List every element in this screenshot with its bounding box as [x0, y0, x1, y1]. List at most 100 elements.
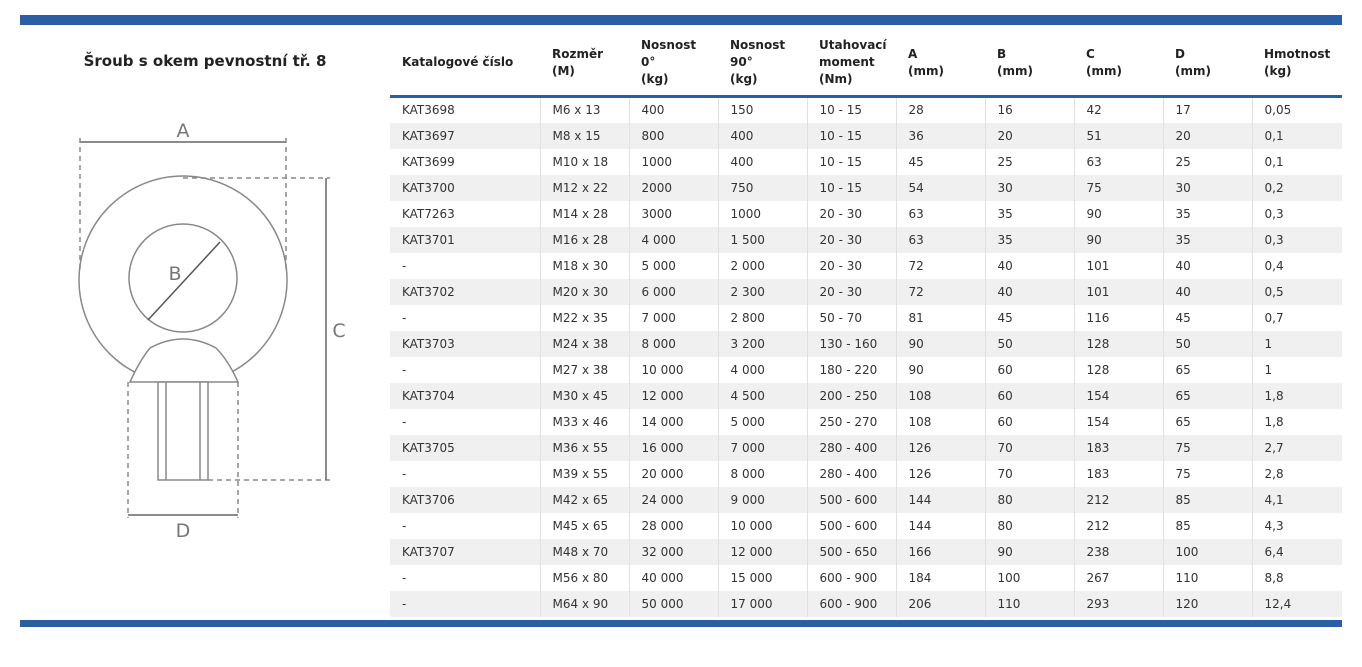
table-cell: -	[402, 258, 407, 273]
table-cell: M36 x 55	[539, 434, 629, 461]
table-cell: 400	[717, 122, 807, 149]
label-a: A	[177, 120, 190, 142]
table-cell: 200 - 250	[806, 382, 896, 409]
header-line: B	[997, 46, 1007, 61]
table-cell: 32 000	[628, 538, 718, 565]
table-cell: 90	[895, 356, 985, 383]
table-cell: 184	[895, 564, 985, 591]
table-cell: 6,4	[1251, 538, 1342, 565]
table-cell: 1	[1251, 330, 1342, 357]
table-cell: KAT3697	[390, 122, 540, 149]
table-cell: 110	[984, 590, 1074, 617]
table-row: KAT3704 M30 x 45 12 000 4 500 200 - 250 108 60…	[390, 382, 1342, 409]
eye-bolt-drawing: A B C D	[78, 120, 346, 542]
table-cell: KAT3698	[402, 103, 455, 118]
table-cell: M10 x 18	[539, 148, 629, 175]
table-cell: M45 x 65	[539, 512, 629, 539]
table-cell: 65	[1162, 382, 1252, 409]
table-cell: 65	[1162, 356, 1252, 383]
table-cell: 6 000	[628, 278, 718, 305]
table-cell: 28	[895, 96, 985, 123]
column-header: Hmotnost (kg)	[1252, 30, 1342, 98]
table-cell: 12 000	[628, 382, 718, 409]
column-header: D (mm)	[1163, 30, 1252, 98]
table-cell: -	[402, 518, 407, 533]
table-cell: 1000	[628, 148, 718, 175]
header-line: moment	[819, 55, 875, 69]
column-header: Utahovací moment (Nm)	[807, 30, 896, 98]
table-cell: 60	[984, 382, 1074, 409]
table-cell: 2 800	[717, 304, 807, 331]
table-cell: M30 x 45	[539, 382, 629, 409]
table-cell: 101	[1073, 278, 1163, 305]
table-cell: 0,1	[1251, 148, 1342, 175]
table-cell: 90	[984, 538, 1074, 565]
table-cell: 100	[1162, 538, 1252, 565]
table-cell: KAT3706	[390, 486, 540, 513]
table-cell: 180 - 220	[806, 356, 896, 383]
table-cell: 35	[984, 200, 1074, 227]
table-row: KAT3703 M24 x 38 8 000 3 200 130 - 160 90 50 12…	[390, 330, 1342, 357]
column-header: Rozměr (M)	[540, 30, 629, 98]
column-header: C (mm)	[1074, 30, 1163, 98]
table-cell: 10 - 15	[806, 174, 896, 201]
table-cell: 2 300	[717, 278, 807, 305]
header-line: (mm)	[908, 63, 944, 78]
table-cell: 7 000	[628, 304, 718, 331]
header-line: D	[1175, 46, 1185, 61]
table-cell: 10 000	[717, 512, 807, 539]
table-cell: 30	[984, 174, 1074, 201]
column-header: A (mm)	[896, 30, 985, 98]
table-cell: 100	[984, 564, 1074, 591]
table-cell: 600 - 900	[806, 590, 896, 617]
table-cell: 10 - 15	[806, 148, 896, 175]
table-cell: 250 - 270	[806, 408, 896, 435]
table-cell: 10 - 15	[806, 122, 896, 149]
table-cell: 267	[1073, 564, 1163, 591]
table-row: KAT7263 M14 x 28 3000 1000 20 - 30 63 35 90 35 0,…	[390, 200, 1342, 227]
table-cell: M56 x 80	[539, 564, 629, 591]
table-cell: 35	[1162, 226, 1252, 253]
table-cell: 600 - 900	[806, 564, 896, 591]
table-cell: -	[402, 570, 407, 585]
table-cell: 183	[1073, 460, 1163, 487]
table-cell: -	[390, 590, 540, 617]
table-cell: 70	[984, 460, 1074, 487]
table-cell: 110	[1162, 564, 1252, 591]
table-cell: M18 x 30	[539, 252, 629, 279]
table-cell: 85	[1162, 512, 1252, 539]
header-line: (kg)	[641, 72, 669, 86]
table-cell: 90	[1073, 226, 1163, 253]
table-row: KAT3707 M48 x 70 32 000 12 000 500 - 650 166 9…	[390, 538, 1342, 565]
table-cell: 54	[895, 174, 985, 201]
table-cell: 4 000	[628, 226, 718, 253]
table-cell: 75	[1073, 174, 1163, 201]
table-cell: M8 x 15	[539, 122, 629, 149]
table-cell: 85	[1162, 486, 1252, 513]
table-cell: 50 000	[628, 590, 718, 617]
table-cell: -	[402, 362, 407, 377]
table-cell: 4 000	[717, 356, 807, 383]
table-cell: 128	[1073, 330, 1163, 357]
table-cell: 4 500	[717, 382, 807, 409]
table-cell: 120	[1162, 590, 1252, 617]
table-cell: 0,3	[1251, 226, 1342, 253]
table-cell: -	[402, 310, 407, 325]
header-line: (Nm)	[819, 72, 853, 86]
table-cell: 8 000	[628, 330, 718, 357]
bottom-bar	[20, 620, 1342, 627]
table-cell: 128	[1073, 356, 1163, 383]
table-cell: 45	[1162, 304, 1252, 331]
column-header: B (mm)	[985, 30, 1074, 98]
table-cell: 63	[895, 226, 985, 253]
table-cell: 35	[1162, 200, 1252, 227]
table-cell: -	[402, 414, 407, 429]
table-cell: 7 000	[717, 434, 807, 461]
table-cell: 75	[1162, 460, 1252, 487]
table-cell: 500 - 600	[806, 486, 896, 513]
table-row: KAT3705 M36 x 55 16 000 7 000 280 - 400 126 70…	[390, 434, 1342, 461]
table-cell: M12 x 22	[539, 174, 629, 201]
table-cell: 80	[984, 486, 1074, 513]
table-cell: 50 - 70	[806, 304, 896, 331]
table-cell: 238	[1073, 538, 1163, 565]
